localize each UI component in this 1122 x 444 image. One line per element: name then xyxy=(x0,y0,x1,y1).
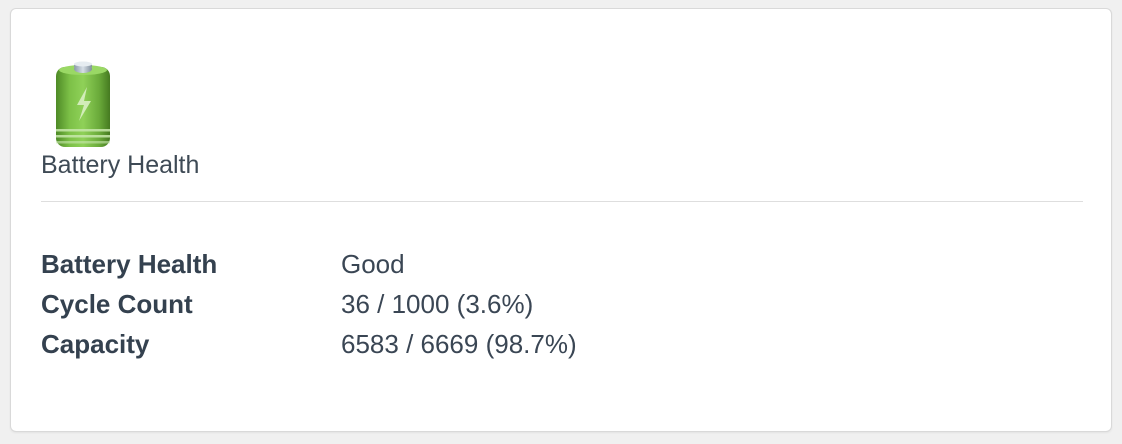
divider xyxy=(41,201,1083,202)
table-row: Capacity 6583 / 6669 (98.7%) xyxy=(41,324,577,364)
table-row: Cycle Count 36 / 1000 (3.6%) xyxy=(41,284,577,324)
row-value: 36 / 1000 (3.6%) xyxy=(341,288,534,319)
battery-info-table: Battery Health Good Cycle Count 36 / 100… xyxy=(41,244,577,364)
battery-health-card: Battery Health Battery Health Good Cycle… xyxy=(10,8,1112,432)
row-value: Good xyxy=(341,248,405,279)
row-label: Battery Health xyxy=(41,248,218,279)
card-title: Battery Health xyxy=(41,151,200,179)
row-value: 6583 / 6669 (98.7%) xyxy=(341,328,577,359)
row-label: Cycle Count xyxy=(41,288,193,319)
row-label: Capacity xyxy=(41,328,150,359)
table-row: Battery Health Good xyxy=(41,244,577,284)
battery-icon xyxy=(53,59,113,151)
